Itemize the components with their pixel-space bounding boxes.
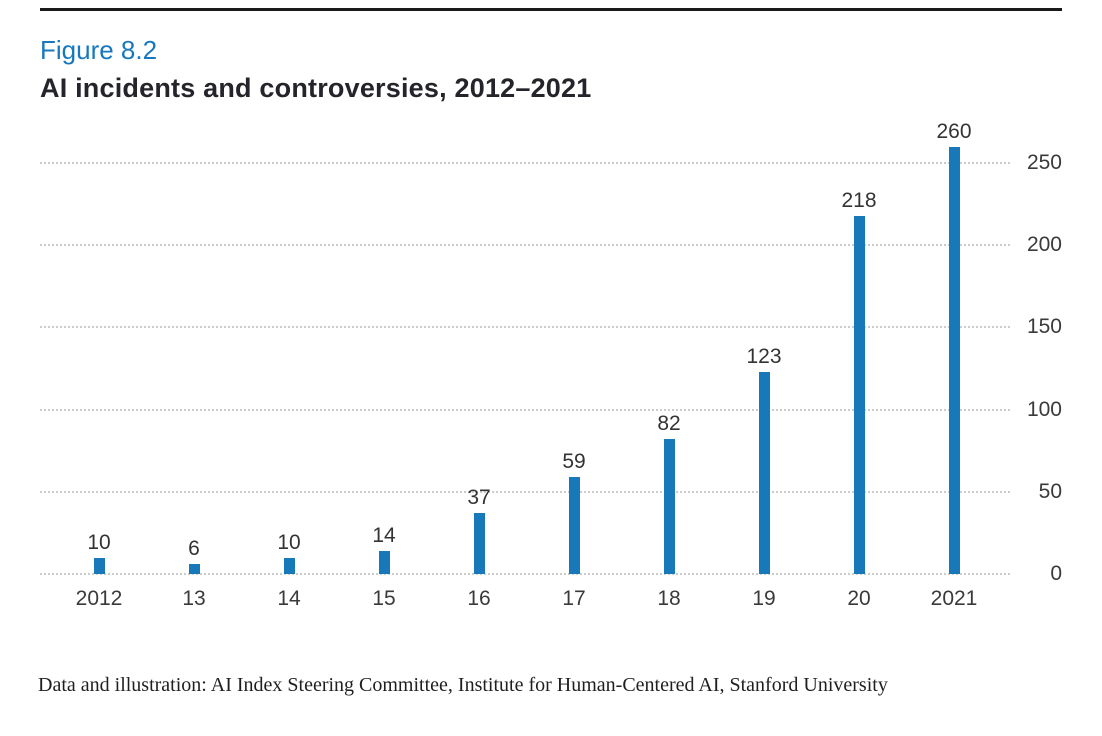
bar-15 <box>378 550 390 574</box>
bar-20 <box>853 215 865 574</box>
y-axis-tick-label: 200 <box>1026 233 1062 257</box>
source-attribution: Data and illustration: AI Index Steering… <box>38 674 888 696</box>
bar-value-label: 6 <box>188 537 200 561</box>
bar-14 <box>283 557 295 574</box>
x-axis-tick-label: 19 <box>752 587 776 610</box>
x-axis-tick-label: 2012 <box>75 587 123 610</box>
bar-13 <box>188 564 200 574</box>
gridline-250 <box>40 162 1010 164</box>
bar-value-label: 10 <box>277 530 301 554</box>
bar-value-label: 37 <box>467 486 491 510</box>
gridline-0 <box>40 573 1010 575</box>
bar-value-label: 123 <box>746 344 782 368</box>
gridline-100 <box>40 408 1010 411</box>
y-axis-tick-label: 0 <box>1050 562 1062 585</box>
top-rule-divider <box>40 8 1062 11</box>
bar-value-label: 218 <box>841 188 877 212</box>
bar-value-label: 260 <box>936 119 972 143</box>
x-axis-tick-label: 13 <box>182 587 206 610</box>
bar-2021 <box>948 146 960 574</box>
y-axis-tick-label: 150 <box>1026 315 1062 339</box>
x-axis-tick-label: 14 <box>277 587 301 610</box>
x-axis-tick-label: 20 <box>847 587 871 610</box>
y-axis-tick-label: 100 <box>1026 397 1062 421</box>
x-axis-tick-label: 18 <box>657 587 681 610</box>
y-axis-tick-label: 50 <box>1038 479 1062 503</box>
x-axis-tick-label: 16 <box>467 587 491 610</box>
bar-19 <box>758 371 770 574</box>
gridline-200 <box>40 244 1010 247</box>
y-axis-tick-label: 250 <box>1026 151 1062 174</box>
x-axis-tick-label: 2021 <box>930 587 978 610</box>
figure-number-label: Figure 8.2 <box>40 35 158 65</box>
bar-value-label: 14 <box>372 523 396 547</box>
bar-17 <box>568 477 580 574</box>
bar-value-label: 59 <box>562 450 586 473</box>
x-axis-tick-label: 17 <box>562 587 586 610</box>
chart-title: AI incidents and controversies, 2012–202… <box>40 73 592 103</box>
bar-18 <box>663 439 675 574</box>
gridline-150 <box>40 326 1010 329</box>
bar-value-label: 10 <box>87 530 111 554</box>
bar-16 <box>473 513 485 574</box>
bar-value-label: 82 <box>657 412 681 436</box>
bar-2012 <box>93 557 105 574</box>
x-axis-tick-label: 15 <box>372 587 396 610</box>
gridline-50 <box>40 490 1010 493</box>
